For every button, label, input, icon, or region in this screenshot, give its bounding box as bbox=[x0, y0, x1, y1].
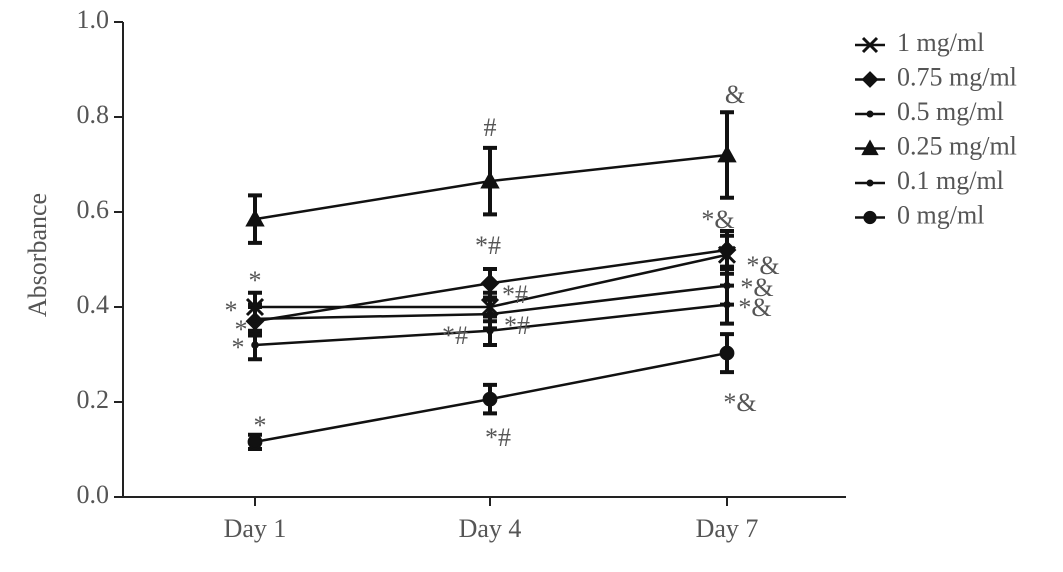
marker bbox=[480, 171, 500, 189]
marker bbox=[717, 144, 737, 163]
marker bbox=[723, 300, 731, 309]
y-tick-label: 0.0 bbox=[77, 480, 110, 509]
x-tick-label: Day 4 bbox=[459, 514, 522, 543]
annotation: # bbox=[484, 113, 497, 142]
annotation: *# bbox=[502, 280, 528, 309]
marker bbox=[719, 345, 735, 361]
y-tick-label: 0.6 bbox=[77, 195, 110, 224]
y-tick-label: 0.4 bbox=[77, 290, 110, 319]
annotation: *& bbox=[701, 205, 734, 234]
marker bbox=[861, 71, 879, 88]
y-tick-label: 1.0 bbox=[77, 5, 110, 34]
marker bbox=[251, 315, 259, 323]
marker bbox=[861, 36, 879, 54]
marker bbox=[247, 434, 263, 450]
annotation: *# bbox=[442, 321, 468, 350]
marker bbox=[480, 273, 500, 293]
marker bbox=[251, 341, 259, 349]
annotation: *# bbox=[475, 231, 501, 260]
annotation: * bbox=[254, 411, 267, 440]
marker bbox=[482, 391, 498, 407]
annotation: * bbox=[232, 333, 245, 362]
marker bbox=[717, 240, 737, 260]
legend-label: 0.1 mg/ml bbox=[897, 166, 1004, 195]
annotation: *& bbox=[723, 388, 756, 417]
y-tick-label: 0.8 bbox=[77, 100, 110, 129]
marker bbox=[866, 110, 874, 118]
marker bbox=[866, 179, 874, 187]
annotation: * bbox=[249, 266, 262, 295]
marker bbox=[486, 326, 494, 335]
legend-label: 0 mg/ml bbox=[897, 200, 984, 229]
annotation: * bbox=[235, 315, 248, 344]
legend-label: 0.25 mg/ml bbox=[897, 131, 1017, 160]
legend-label: 1 mg/ml bbox=[897, 28, 984, 57]
annotation: *# bbox=[485, 423, 511, 452]
annotation: *& bbox=[740, 273, 773, 302]
annotation: *& bbox=[746, 251, 779, 280]
annotation: *& bbox=[738, 293, 771, 322]
legend-label: 0.5 mg/ml bbox=[897, 97, 1004, 126]
y-tick-label: 0.2 bbox=[77, 385, 110, 414]
annotation: * bbox=[225, 296, 238, 325]
marker bbox=[861, 139, 879, 156]
annotation: *# bbox=[504, 311, 530, 340]
legend-label: 0.75 mg/ml bbox=[897, 62, 1017, 91]
annotation: & bbox=[725, 80, 745, 109]
marker bbox=[863, 210, 877, 225]
marker bbox=[245, 209, 265, 227]
x-tick-label: Day 1 bbox=[224, 514, 287, 543]
x-tick-label: Day 7 bbox=[696, 514, 759, 543]
y-axis-label: Absorbance bbox=[23, 193, 52, 317]
